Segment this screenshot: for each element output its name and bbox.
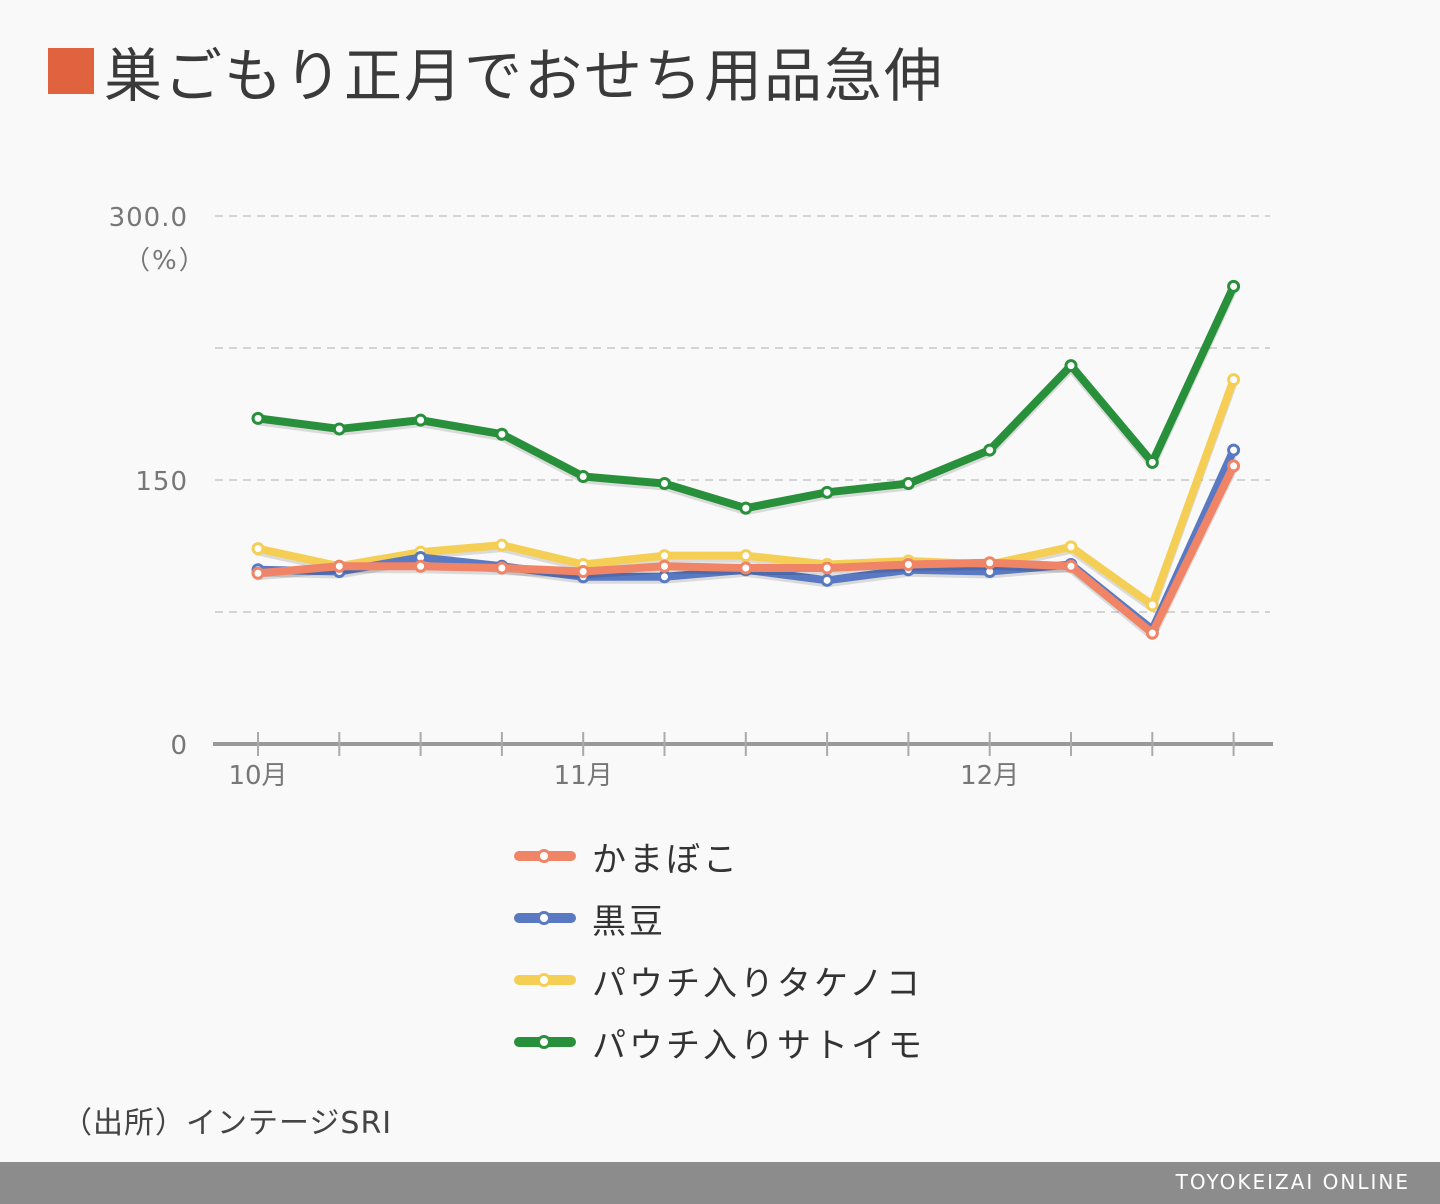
data-point [739,549,753,563]
data-point [658,559,671,573]
data-point [332,422,346,436]
footer-brand: TOYOKEIZAI ONLINE [1175,1170,1410,1194]
data-point [414,559,428,573]
source-note: （出所）インテージSRI [62,1106,393,1141]
chart-title-row: 巣ごもり正月でおせち用品急伸 [48,36,944,110]
footer-bar: TOYOKEIZAI ONLINE [0,1162,1440,1204]
legend: かまぼこ 黒豆 パウチ入りタケノコ パウチ入りサトイモ [514,825,925,1073]
data-point [820,561,834,575]
data-point [495,561,509,575]
data-point [739,501,753,515]
title-marker [48,48,94,94]
data-point [576,469,590,483]
legend-label: パウチ入りタケノコ [592,963,923,1004]
data-point [1145,598,1159,612]
y-tick-label: 150 [135,467,188,497]
data-point [658,477,671,491]
data-point [820,573,834,587]
data-point [1145,455,1159,469]
data-point [332,559,346,573]
legend-swatch [514,911,576,925]
data-point [495,427,509,441]
legend-label: かまぼこ [592,839,740,880]
x-tick-label: 12月 [960,761,1019,791]
data-point [983,556,997,570]
data-point [251,566,265,580]
data-point [1227,279,1241,293]
chart-title: 巣ごもり正月でおせち用品急伸 [104,42,945,110]
data-point [1064,359,1078,373]
line-chart: 300.0 150 0 （%） 10月 11月 12月 [109,203,1273,791]
data-point [1064,559,1078,573]
data-point [1227,443,1241,457]
series-line-shadow [254,285,1238,516]
data-point [739,561,753,575]
data-point [495,538,509,552]
y-tick-label: 300.0 [109,203,188,233]
y-axis-label: （%） [124,246,207,276]
data-point [1227,373,1241,387]
series-line [254,446,1238,634]
legend-item: パウチ入りタケノコ [514,949,925,1011]
data-point [820,485,834,499]
legend-swatch [514,973,576,987]
x-tick-label: 11月 [554,761,613,791]
x-tick-label: 10月 [228,761,287,791]
data-point [576,565,590,579]
legend-swatch [514,1035,576,1049]
y-tick-label: 0 [170,731,188,761]
legend-label: 黒豆 [592,901,666,942]
legend-swatch [514,849,576,863]
legend-item: かまぼこ [514,825,925,887]
data-point [251,542,265,556]
series-line [254,282,1238,513]
data-point [414,413,428,427]
data-point [251,411,265,425]
legend-item: パウチ入りサトイモ [514,1011,925,1073]
data-point [901,477,915,491]
data-point [1227,459,1241,473]
data-point [658,549,671,563]
legend-label: パウチ入りサトイモ [592,1025,925,1066]
data-point [901,557,915,571]
data-point [1145,626,1159,640]
legend-item: 黒豆 [514,887,925,949]
data-point [1064,540,1078,554]
data-point [983,443,997,457]
